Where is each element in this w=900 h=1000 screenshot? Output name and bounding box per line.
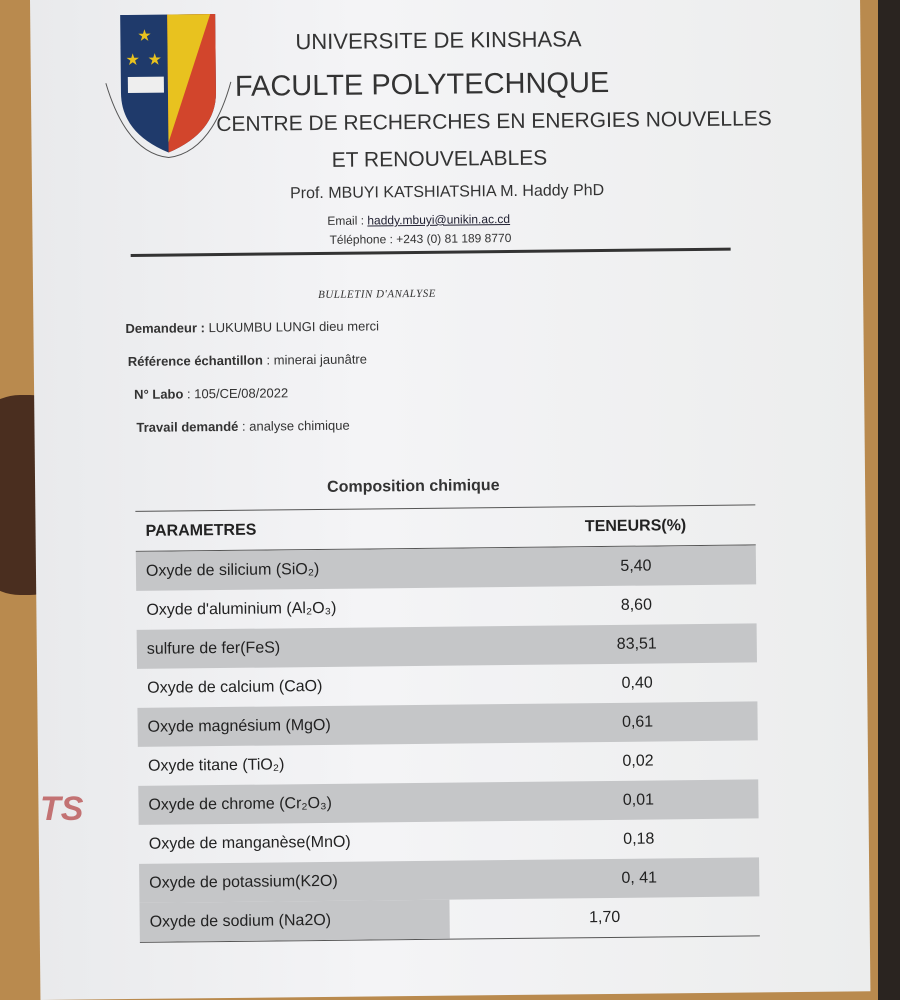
email-line: Email : haddy.mbuyi@unikin.ac.cd (327, 212, 510, 228)
parameter-cell: Oxyde de silicium (SiO₂) (145, 560, 320, 580)
table-row: Oxyde de potassium(K2O) 0, 41 (139, 857, 760, 903)
parameter-cell: Oxyde d'aluminium (Al₂O₃) (146, 599, 337, 619)
field-label: Référence échantillon (127, 352, 263, 369)
table-row: sulfure de fer(FeS) 83,51 (136, 623, 757, 669)
table-row: Oxyde de chrome (Cr₂O₃) 0,01 (138, 779, 759, 825)
field-value: : minerai jaunâtre (262, 351, 368, 368)
table-title: Composition chimique (327, 477, 500, 496)
svg-text:★: ★ (126, 52, 141, 69)
value-cell: 5,40 (620, 557, 652, 575)
centre-name-line2: ET RENOUVELABLES (331, 146, 548, 172)
field-value: LUKUMBU LUNGI dieu merci (204, 318, 380, 336)
centre-name-line1: CENTRE DE RECHERCHES EN ENERGIES NOUVELL… (216, 107, 772, 137)
column-header-content: TENEURS(%) (584, 516, 687, 535)
background-edge (878, 0, 900, 1000)
value-cell: 0,01 (622, 791, 655, 809)
parameter-cell: Oxyde titane (TiO₂) (147, 755, 285, 775)
parameter-cell: Oxyde de sodium (Na2O) (139, 899, 450, 942)
parameter-cell: Oxyde de potassium(K2O) (149, 872, 338, 892)
field-label: N° Labo (134, 386, 184, 402)
watermark-logo: TS (40, 790, 84, 828)
table-row: Oxyde de manganèse(MnO) 0,18 (139, 818, 759, 863)
field-value: : 105/CE/08/2022 (183, 385, 289, 402)
table-row: Oxyde d'aluminium (Al₂O₃) 8,60 (136, 584, 756, 629)
field-requester: Demandeur : LUKUMBU LUNGI dieu merci (125, 318, 379, 336)
document-title: BULLETIN D'ANALYSE (318, 287, 436, 301)
value-cell: 0,61 (621, 713, 654, 731)
svg-text:★: ★ (137, 28, 152, 45)
parameter-cell: Oxyde magnésium (MgO) (147, 716, 331, 736)
header-divider (130, 247, 731, 257)
faculty-name: FACULTE POLYTECHNQUE (234, 66, 610, 103)
composition-table: PARAMETRES TENEURS(%) Oxyde de silicium … (135, 504, 760, 943)
value-cell: 0,40 (621, 674, 653, 692)
field-value: : analyse chimique (238, 417, 350, 434)
email-label: Email : (327, 213, 368, 228)
parameter-cell: Oxyde de calcium (CaO) (147, 677, 323, 697)
document-page: ★ ★ ★ UNIVERSITE DE KINSHASA FACULTE POL… (30, 0, 871, 1000)
value-cell: 0,18 (623, 830, 655, 848)
field-lab-number: N° Labo : 105/CE/08/2022 (134, 385, 288, 402)
table-row: Oxyde de sodium (Na2O) 1,70 (139, 896, 759, 942)
field-label: Travail demandé (136, 418, 239, 435)
professor-name: Prof. MBUYI KATSHIATSHIA M. Haddy PhD (289, 181, 605, 203)
value-cell: 0,02 (622, 752, 654, 770)
table-row: Oxyde magnésium (MgO) 0,61 (137, 701, 758, 747)
table-header-row: PARAMETRES TENEURS(%) (135, 505, 756, 552)
parameter-cell: Oxyde de chrome (Cr₂O₃) (148, 794, 332, 814)
parameter-cell: sulfure de fer(FeS) (146, 638, 281, 658)
value-cell: 83,51 (616, 634, 657, 653)
phone-line: Téléphone : +243 (0) 81 189 8770 (329, 230, 512, 247)
value-cell: 8,60 (620, 596, 653, 614)
field-work-requested: Travail demandé : analyse chimique (136, 418, 349, 435)
table-row: Oxyde titane (TiO₂) 0,02 (138, 740, 758, 785)
value-cell: 0, 41 (621, 868, 658, 887)
field-label: Demandeur : (125, 320, 205, 337)
email-link[interactable]: haddy.mbuyi@unikin.ac.cd (367, 211, 511, 228)
university-name: UNIVERSITE DE KINSHASA (295, 26, 582, 55)
column-header-parameters: PARAMETRES (145, 521, 257, 540)
svg-text:★: ★ (148, 52, 163, 69)
university-logo: ★ ★ ★ (105, 14, 232, 159)
table-row: Oxyde de calcium (CaO) 0,40 (137, 662, 757, 707)
field-sample-reference: Référence échantillon : minerai jaunâtre (128, 351, 367, 369)
parameter-cell: Oxyde de manganèse(MnO) (148, 833, 351, 853)
table-row: Oxyde de silicium (SiO₂) 5,40 (135, 545, 757, 591)
value-cell: 1,70 (588, 908, 621, 926)
